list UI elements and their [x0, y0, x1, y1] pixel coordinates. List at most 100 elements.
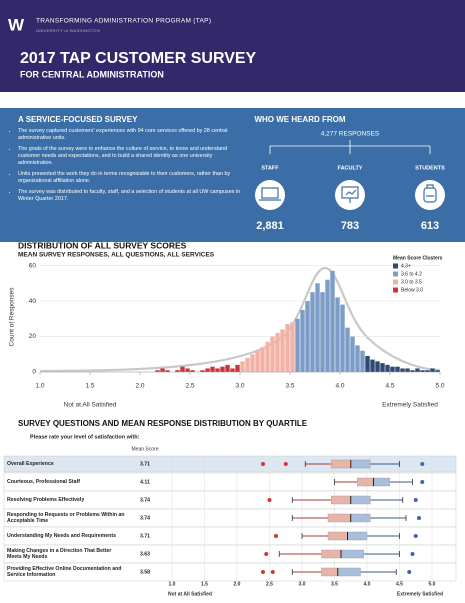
hist-bar [245, 357, 250, 372]
box-title: SURVEY QUESTIONS AND MEAN RESPONSE DISTR… [18, 419, 308, 428]
hist-bar [435, 370, 440, 372]
bullet: Units presented the work they do in term… [18, 171, 243, 185]
group-count: 783 [341, 220, 359, 232]
hist-bar [370, 359, 375, 372]
hist-bar [295, 318, 300, 372]
outlier-high [410, 552, 415, 556]
group-icons [255, 180, 445, 210]
outlier-low [274, 534, 278, 538]
x-tick-label: 2.5 [185, 383, 194, 390]
x-tick-label: 3.5 [285, 383, 294, 390]
row-label: Making Changes in a Direction That Bette… [7, 548, 112, 560]
header-band [0, 0, 465, 92]
x-tick-label: 4.0 [364, 581, 371, 587]
x-tick-label: 3.0 [235, 383, 244, 390]
hist-bar [300, 309, 305, 372]
box-prompt: Please rate your level of satisfaction w… [30, 434, 140, 440]
logo: W [8, 15, 25, 34]
outlier-high [420, 480, 425, 484]
box-lower [321, 549, 342, 559]
box-upper [347, 531, 368, 541]
x-tick-label: 4.5 [396, 581, 403, 587]
x-tick-label: 4.0 [335, 383, 344, 390]
legend-label: Below 3.0 [401, 287, 423, 293]
box-upper [350, 513, 371, 523]
group-label: FACULTY [338, 165, 363, 171]
x-tick-label: 1.5 [85, 383, 94, 390]
row-label: Courteous, Professional Staff [7, 479, 80, 485]
hist-bar [255, 350, 260, 372]
hist-bar [385, 364, 390, 372]
outlier-high [417, 516, 421, 520]
high-label: Extremely Satisfied [397, 591, 443, 597]
row-label: Overall Experience [7, 461, 54, 467]
program: TRANSFORMING ADMINISTRATION PROGRAM (TAP… [36, 18, 211, 25]
hist-bar [310, 292, 315, 372]
hist-subtitle: MEAN SURVEY RESPONSES, ALL QUESTIONS, AL… [18, 252, 215, 259]
hist-bar [430, 368, 435, 372]
hist-bar [285, 324, 290, 372]
about-title: A SERVICE-FOCUSED SURVEY [18, 115, 138, 124]
y-axis-label: Count of Responses [9, 287, 16, 347]
hist-bar [230, 368, 235, 372]
hist-bar [270, 336, 275, 372]
hist-bar [240, 361, 245, 372]
hist-bar [180, 366, 185, 372]
hist-bar [210, 366, 215, 372]
hist-bar [165, 370, 170, 372]
hist-bar [330, 270, 335, 372]
hist-bar [265, 341, 270, 372]
outlier-low [283, 462, 288, 466]
row-label: Resolving Problems Effectively [7, 497, 85, 503]
bullet: The survey captured customers' experienc… [18, 128, 243, 142]
hist-bar [280, 329, 285, 372]
hist-bar [260, 347, 265, 372]
x-tick-label: 2.0 [234, 581, 241, 587]
bullet: The goals of the survey were to enhance … [18, 146, 243, 167]
hist-bar [365, 356, 370, 372]
hist-bar [345, 327, 350, 372]
x-tick-label: 1.5 [201, 581, 208, 587]
hist-bar [360, 350, 365, 372]
legend-swatch [393, 279, 398, 285]
group-label: STUDENTS [415, 165, 445, 171]
hist-bar [395, 366, 400, 372]
hist-bar [405, 368, 410, 372]
legend-swatch [393, 287, 398, 293]
mean-score: 3.74 [140, 497, 150, 503]
x-tick-label: 4.5 [385, 383, 394, 390]
x-tick-label: 1.0 [35, 383, 44, 390]
hist-bar [190, 370, 195, 372]
group-label: STAFF [261, 165, 279, 171]
y-tick-label: 60 [29, 262, 37, 269]
box-lower [327, 531, 348, 541]
hist-bar [390, 366, 395, 372]
outlier-low [261, 462, 265, 466]
outlier-low [267, 498, 272, 502]
outlier-low [264, 552, 269, 556]
mean-header: Mean Score [132, 446, 159, 452]
box-lower [331, 459, 351, 469]
legend-title: Mean Score Clusters [393, 255, 443, 261]
hist-bar [355, 345, 360, 372]
box-upper [340, 549, 364, 559]
hist-bar [340, 304, 345, 372]
mean-score: 4.11 [140, 479, 150, 485]
hist-bar [305, 301, 310, 372]
low-label: Not at All Satisfied [64, 402, 117, 409]
x-tick-label: 3.0 [299, 581, 306, 587]
hist-bar [320, 292, 325, 372]
outlier-high [413, 534, 418, 538]
hist-bar [220, 366, 225, 372]
hist-bar [215, 368, 220, 372]
box-lower [327, 513, 351, 523]
box-upper [350, 459, 371, 469]
legend-label: 3.6 to 4.2 [401, 271, 422, 277]
high-label: Extremely Satisfied [382, 402, 438, 409]
row-label: Responding to Requests or Problems Withi… [7, 512, 125, 524]
hist-bar [325, 279, 330, 372]
x-tick-label: 5.0 [429, 581, 436, 587]
box-lower [357, 477, 374, 487]
